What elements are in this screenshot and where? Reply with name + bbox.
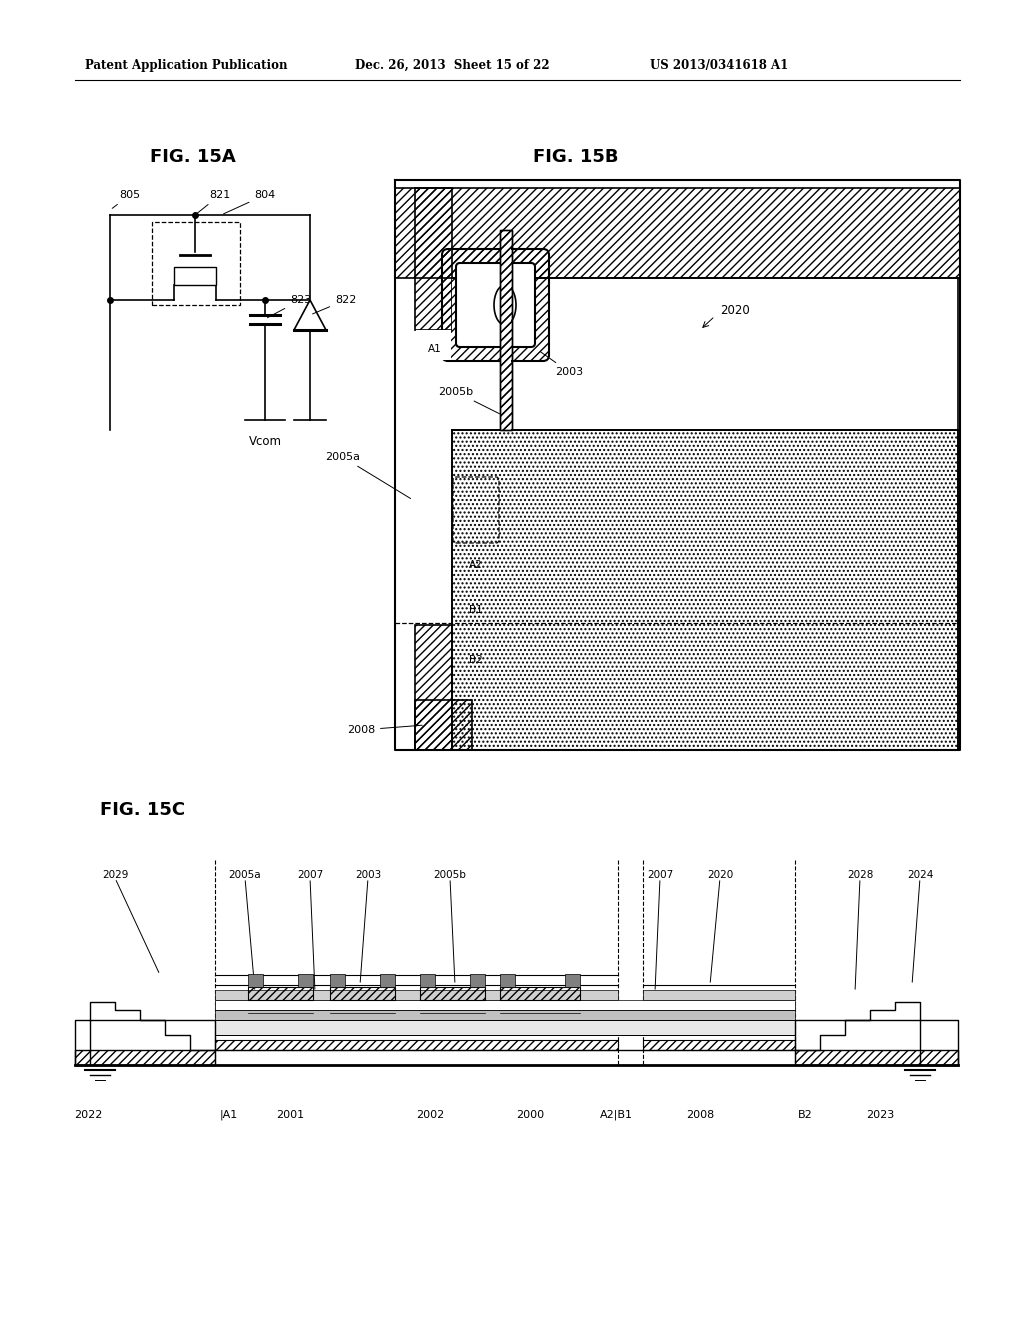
Text: 2028: 2028 (847, 870, 873, 880)
Text: Patent Application Publication: Patent Application Publication (85, 58, 288, 71)
Text: Vcom: Vcom (249, 436, 282, 447)
Text: 805: 805 (113, 190, 140, 209)
Bar (795, 1049, 958, 1065)
Text: 2029: 2029 (101, 870, 128, 880)
Bar (420, 987, 485, 1001)
FancyBboxPatch shape (456, 263, 535, 347)
Bar (415, 624, 452, 750)
Bar (75, 1049, 215, 1065)
Bar (215, 1020, 795, 1035)
Text: 2022: 2022 (74, 1110, 102, 1119)
Bar (420, 974, 435, 987)
Text: 2002: 2002 (416, 1110, 444, 1119)
Text: 2003: 2003 (541, 351, 583, 378)
Bar (452, 430, 958, 750)
Text: 2020: 2020 (720, 304, 750, 317)
Bar (470, 974, 485, 987)
Text: 2005b: 2005b (438, 387, 500, 413)
Text: 2008: 2008 (686, 1110, 714, 1119)
Bar (452, 279, 958, 430)
Bar (152, 222, 240, 305)
Bar (500, 987, 580, 1001)
Text: A2: A2 (469, 560, 483, 570)
Text: A2|B1: A2|B1 (599, 1110, 633, 1121)
Text: 2000: 2000 (516, 1110, 544, 1119)
Text: B2: B2 (469, 655, 483, 665)
Bar (643, 990, 795, 1001)
Text: US 2013/0341618 A1: US 2013/0341618 A1 (650, 58, 788, 71)
Bar (215, 1040, 618, 1049)
Text: 822: 822 (312, 294, 356, 314)
Text: 804: 804 (223, 190, 275, 214)
Text: 2005b: 2005b (433, 870, 467, 880)
Bar (500, 230, 512, 430)
Text: 2024: 2024 (907, 870, 933, 880)
Text: 2007: 2007 (297, 870, 324, 880)
Bar (415, 700, 472, 750)
Bar (215, 1005, 795, 1020)
Bar (501, 230, 511, 430)
Bar (298, 974, 313, 987)
Bar (500, 230, 512, 430)
Bar (215, 990, 618, 1001)
Text: 2005a: 2005a (325, 451, 411, 499)
Bar (565, 974, 580, 987)
Bar (248, 987, 313, 1001)
Bar (330, 974, 345, 987)
Text: 2001: 2001 (275, 1110, 304, 1119)
Text: FIG. 15A: FIG. 15A (151, 148, 236, 166)
Text: 2008: 2008 (347, 725, 422, 735)
Bar (330, 987, 395, 1001)
Bar (416, 330, 451, 360)
Bar (248, 974, 263, 987)
Text: A1: A1 (428, 345, 442, 354)
Bar (380, 974, 395, 987)
Text: 2007: 2007 (647, 870, 673, 880)
Text: Dec. 26, 2013  Sheet 15 of 22: Dec. 26, 2013 Sheet 15 of 22 (355, 58, 550, 71)
Bar (415, 187, 452, 330)
Ellipse shape (494, 285, 516, 325)
Text: FIG. 15B: FIG. 15B (534, 148, 618, 166)
Bar (452, 279, 958, 430)
Text: B1: B1 (469, 605, 483, 615)
Text: 2003: 2003 (355, 870, 381, 880)
Text: B2: B2 (798, 1110, 813, 1119)
Text: 823: 823 (267, 294, 311, 318)
Text: |A1: |A1 (220, 1110, 239, 1121)
Text: 2023: 2023 (866, 1110, 894, 1119)
Text: 2005a: 2005a (228, 870, 261, 880)
Text: FIG. 15C: FIG. 15C (100, 801, 185, 818)
Bar (500, 974, 515, 987)
Bar (215, 1001, 795, 1010)
Text: 2020: 2020 (707, 870, 733, 880)
Polygon shape (294, 300, 326, 330)
Bar (395, 187, 961, 279)
Text: 821: 821 (198, 190, 230, 214)
Bar (643, 1040, 795, 1049)
Bar (174, 267, 216, 285)
